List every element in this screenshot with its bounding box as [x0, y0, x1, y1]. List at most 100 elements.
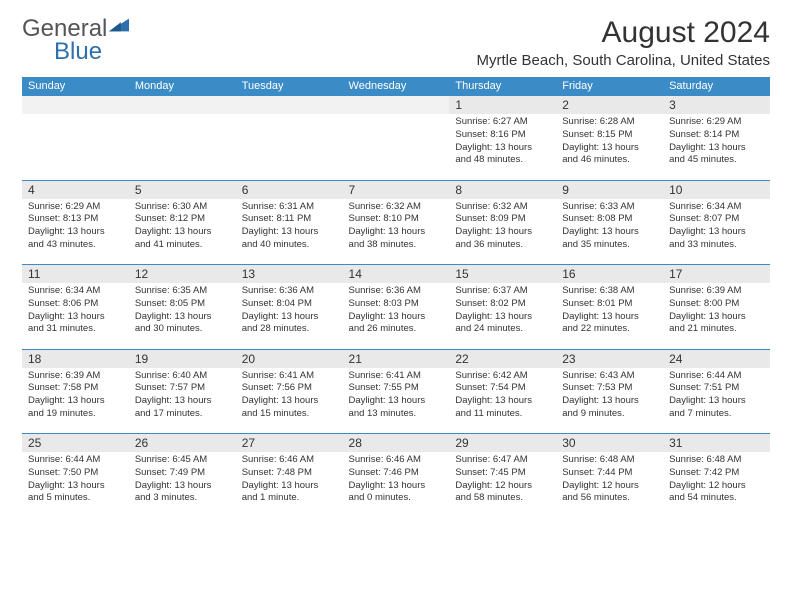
sunset-text: Sunset: 7:55 PM	[349, 382, 444, 395]
daylight-text-2: and 30 minutes.	[135, 323, 230, 336]
sunset-text: Sunset: 8:12 PM	[135, 213, 230, 226]
weekday-tuesday: Tuesday	[236, 77, 343, 96]
sunrise-text: Sunrise: 6:38 AM	[562, 285, 657, 298]
daylight-text-1: Daylight: 13 hours	[455, 142, 550, 155]
daylight-text-1: Daylight: 13 hours	[28, 311, 123, 324]
daylight-text-1: Daylight: 12 hours	[562, 480, 657, 493]
daynum-24: 24	[663, 349, 770, 368]
sunset-text: Sunset: 7:49 PM	[135, 467, 230, 480]
daylight-text-2: and 43 minutes.	[28, 239, 123, 252]
daylight-text-1: Daylight: 13 hours	[28, 395, 123, 408]
weekday-header-row: SundayMondayTuesdayWednesdayThursdayFrid…	[22, 77, 770, 96]
sunset-text: Sunset: 8:09 PM	[455, 213, 550, 226]
sunset-text: Sunset: 7:50 PM	[28, 467, 123, 480]
sunrise-text: Sunrise: 6:35 AM	[135, 285, 230, 298]
daylight-text-2: and 24 minutes.	[455, 323, 550, 336]
daynum-26: 26	[129, 434, 236, 453]
daylight-text-2: and 15 minutes.	[242, 408, 337, 421]
daylight-text-1: Daylight: 13 hours	[562, 311, 657, 324]
daylight-text-2: and 0 minutes.	[349, 492, 444, 505]
sunset-text: Sunset: 8:06 PM	[28, 298, 123, 311]
daylight-text-1: Daylight: 13 hours	[562, 395, 657, 408]
daylight-text-2: and 1 minute.	[242, 492, 337, 505]
day-5-details: Sunrise: 6:30 AMSunset: 8:12 PMDaylight:…	[129, 199, 236, 265]
day-6-details: Sunrise: 6:31 AMSunset: 8:11 PMDaylight:…	[236, 199, 343, 265]
sunrise-text: Sunrise: 6:41 AM	[242, 370, 337, 383]
sunset-text: Sunset: 8:14 PM	[669, 129, 764, 142]
daylight-text-1: Daylight: 13 hours	[242, 395, 337, 408]
daylight-text-2: and 38 minutes.	[349, 239, 444, 252]
daylight-text-2: and 11 minutes.	[455, 408, 550, 421]
sunrise-text: Sunrise: 6:48 AM	[562, 454, 657, 467]
sunset-text: Sunset: 7:45 PM	[455, 467, 550, 480]
daylight-text-1: Daylight: 13 hours	[349, 311, 444, 324]
sunrise-text: Sunrise: 6:39 AM	[669, 285, 764, 298]
sunrise-text: Sunrise: 6:47 AM	[455, 454, 550, 467]
day-26-details: Sunrise: 6:45 AMSunset: 7:49 PMDaylight:…	[129, 452, 236, 518]
sunrise-text: Sunrise: 6:34 AM	[669, 201, 764, 214]
sunset-text: Sunset: 8:04 PM	[242, 298, 337, 311]
week-1-detail-row: Sunrise: 6:27 AMSunset: 8:16 PMDaylight:…	[22, 114, 770, 180]
header: GeneralBlue August 2024 Myrtle Beach, So…	[22, 18, 770, 69]
week-5-daynum-row: 25262728293031	[22, 434, 770, 453]
daylight-text-2: and 22 minutes.	[562, 323, 657, 336]
daylight-text-2: and 26 minutes.	[349, 323, 444, 336]
daylight-text-1: Daylight: 13 hours	[669, 142, 764, 155]
logo-text-2: Blue	[54, 38, 102, 65]
sunset-text: Sunset: 7:51 PM	[669, 382, 764, 395]
sunrise-text: Sunrise: 6:33 AM	[562, 201, 657, 214]
weekday-sunday: Sunday	[22, 77, 129, 96]
sunset-text: Sunset: 8:07 PM	[669, 213, 764, 226]
daynum-4: 4	[22, 180, 129, 199]
sunrise-text: Sunrise: 6:44 AM	[669, 370, 764, 383]
day-16-details: Sunrise: 6:38 AMSunset: 8:01 PMDaylight:…	[556, 283, 663, 349]
daylight-text-1: Daylight: 13 hours	[135, 226, 230, 239]
daylight-text-2: and 35 minutes.	[562, 239, 657, 252]
daylight-text-2: and 31 minutes.	[28, 323, 123, 336]
daynum-19: 19	[129, 349, 236, 368]
empty-cell	[129, 114, 236, 180]
daynum-22: 22	[449, 349, 556, 368]
sunrise-text: Sunrise: 6:46 AM	[242, 454, 337, 467]
logo: GeneralBlue	[22, 18, 129, 64]
daylight-text-2: and 41 minutes.	[135, 239, 230, 252]
week-4-daynum-row: 18192021222324	[22, 349, 770, 368]
sunrise-text: Sunrise: 6:29 AM	[669, 116, 764, 129]
sunrise-text: Sunrise: 6:36 AM	[242, 285, 337, 298]
sunrise-text: Sunrise: 6:39 AM	[28, 370, 123, 383]
daynum-8: 8	[449, 180, 556, 199]
empty-cell	[343, 114, 450, 180]
daylight-text-2: and 13 minutes.	[349, 408, 444, 421]
daynum-17: 17	[663, 265, 770, 284]
daylight-text-1: Daylight: 13 hours	[349, 395, 444, 408]
day-14-details: Sunrise: 6:36 AMSunset: 8:03 PMDaylight:…	[343, 283, 450, 349]
daynum-28: 28	[343, 434, 450, 453]
weekday-monday: Monday	[129, 77, 236, 96]
calendar-table: SundayMondayTuesdayWednesdayThursdayFrid…	[22, 77, 770, 518]
sunrise-text: Sunrise: 6:43 AM	[562, 370, 657, 383]
daynum-21: 21	[343, 349, 450, 368]
daynum-27: 27	[236, 434, 343, 453]
day-22-details: Sunrise: 6:42 AMSunset: 7:54 PMDaylight:…	[449, 368, 556, 434]
day-4-details: Sunrise: 6:29 AMSunset: 8:13 PMDaylight:…	[22, 199, 129, 265]
sunrise-text: Sunrise: 6:42 AM	[455, 370, 550, 383]
sunrise-text: Sunrise: 6:45 AM	[135, 454, 230, 467]
daylight-text-2: and 40 minutes.	[242, 239, 337, 252]
sunrise-text: Sunrise: 6:36 AM	[349, 285, 444, 298]
sunset-text: Sunset: 7:57 PM	[135, 382, 230, 395]
daylight-text-2: and 9 minutes.	[562, 408, 657, 421]
daylight-text-2: and 54 minutes.	[669, 492, 764, 505]
daylight-text-2: and 36 minutes.	[455, 239, 550, 252]
daylight-text-2: and 3 minutes.	[135, 492, 230, 505]
daynum-6: 6	[236, 180, 343, 199]
daylight-text-1: Daylight: 13 hours	[455, 395, 550, 408]
sunset-text: Sunset: 7:44 PM	[562, 467, 657, 480]
week-3-daynum-row: 11121314151617	[22, 265, 770, 284]
daynum-29: 29	[449, 434, 556, 453]
daynum-9: 9	[556, 180, 663, 199]
sunset-text: Sunset: 7:42 PM	[669, 467, 764, 480]
day-27-details: Sunrise: 6:46 AMSunset: 7:48 PMDaylight:…	[236, 452, 343, 518]
day-12-details: Sunrise: 6:35 AMSunset: 8:05 PMDaylight:…	[129, 283, 236, 349]
day-1-details: Sunrise: 6:27 AMSunset: 8:16 PMDaylight:…	[449, 114, 556, 180]
day-2-details: Sunrise: 6:28 AMSunset: 8:15 PMDaylight:…	[556, 114, 663, 180]
